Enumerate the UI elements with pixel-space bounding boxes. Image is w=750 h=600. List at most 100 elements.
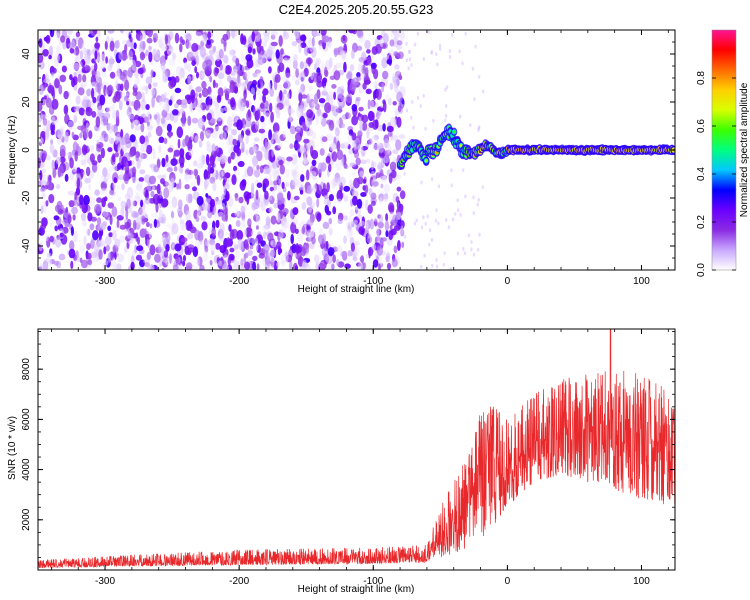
heatmap-cell	[119, 168, 123, 178]
heatmap-cell	[456, 208, 460, 213]
heatmap-cell	[81, 43, 85, 52]
heatmap-cell	[226, 178, 230, 184]
heatmap-cell	[354, 245, 360, 256]
heatmap-cell	[264, 148, 270, 161]
heatmap-cell	[356, 198, 363, 209]
heatmap-cell	[241, 102, 246, 109]
heatmap-cell	[373, 217, 379, 222]
heatmap-cell	[199, 264, 205, 270]
heatmap-cell	[97, 30, 101, 38]
heatmap-cell	[383, 138, 390, 149]
heatmap-cell	[243, 253, 247, 264]
heatmap-cell	[179, 219, 185, 225]
heatmap-cell	[174, 32, 180, 44]
heatmap-cell	[102, 220, 108, 227]
heatmap-cell	[410, 63, 413, 67]
heatmap-cell	[184, 245, 190, 255]
heatmap-cell	[167, 76, 172, 82]
heatmap-cell	[111, 257, 116, 269]
heatmap-cell	[245, 242, 250, 251]
heatmap-cell	[268, 66, 272, 74]
heatmap-cell	[94, 203, 101, 215]
heatmap-cell	[47, 85, 55, 94]
heatmap-cell	[112, 262, 117, 270]
heatmap-cell	[279, 164, 285, 175]
heatmap-cell	[316, 184, 323, 195]
heatmap-cell	[162, 72, 166, 82]
heatmap-cell	[328, 194, 334, 202]
heatmap-cell	[255, 240, 259, 252]
heatmap-cell	[289, 143, 294, 149]
heatmap-cell	[221, 198, 227, 208]
heatmap-cell	[277, 185, 281, 194]
heatmap-cell	[373, 134, 380, 141]
heatmap-cell	[262, 42, 267, 47]
heatmap-cells	[38, 30, 675, 270]
heatmap-cell	[168, 99, 173, 106]
heatmap-cell	[196, 163, 204, 169]
heatmap-cell	[430, 50, 433, 55]
heatmap-cell	[361, 216, 366, 227]
heatmap-cell	[218, 170, 224, 181]
heatmap-cell	[98, 231, 102, 242]
heatmap-cell	[445, 104, 448, 108]
heatmap-cell	[262, 224, 270, 232]
heatmap-cell	[445, 218, 448, 223]
heatmap-cell	[292, 178, 299, 187]
heatmap-cell	[105, 56, 108, 64]
heatmap-cell	[463, 251, 467, 256]
heatmap-cell	[390, 228, 397, 236]
heatmap-cell	[43, 95, 47, 100]
heatmap-cell	[228, 50, 234, 57]
heatmap-cell	[298, 91, 303, 103]
heatmap-cell	[209, 92, 213, 100]
heatmap-cell	[135, 77, 141, 85]
heatmap-cell	[63, 104, 69, 115]
heatmap-cell	[344, 263, 351, 270]
heatmap-cell	[85, 252, 92, 260]
heatmap-cell	[99, 94, 106, 106]
heatmap-cell	[247, 249, 253, 256]
heatmap-cell	[290, 233, 295, 245]
heatmap-cell	[92, 230, 99, 241]
heatmap-cell	[379, 214, 383, 224]
heatmap-cell	[387, 202, 395, 213]
heatmap-cell	[459, 212, 462, 217]
heatmap-cell	[450, 183, 453, 188]
snr-axes: -300 -200 -100 0 100 2000 4000 6000 8000	[21, 329, 675, 587]
heatmap-cell	[420, 180, 423, 185]
heatmap-cell	[476, 247, 480, 252]
heatmap-cell	[461, 61, 464, 66]
heatmap-cell	[427, 242, 431, 247]
heatmap-cell	[285, 168, 290, 178]
heatmap-cell	[352, 30, 357, 35]
heatmap-cell	[430, 177, 434, 182]
heatmap-cell	[241, 36, 247, 45]
heatmap-cell	[202, 60, 208, 71]
heatmap-cell	[380, 183, 384, 189]
heatmap-cell	[282, 208, 289, 215]
heatmap-cell	[246, 237, 254, 243]
heatmap-cell	[388, 49, 394, 56]
heatmap-cell	[298, 89, 304, 94]
heatmap-cell	[415, 218, 418, 223]
heatmap-cell	[218, 232, 224, 242]
heatmap-cell	[190, 131, 194, 141]
heatmap-cell	[175, 75, 180, 83]
heatmap-cell	[100, 188, 108, 194]
heatmap-cell	[356, 72, 361, 78]
heatmap-cell	[106, 172, 111, 180]
heatmap-cell	[182, 260, 186, 267]
heatmap-cell	[131, 166, 137, 177]
heatmap-cell	[371, 160, 374, 171]
heatmap-cell	[283, 221, 290, 229]
heatmap-cell	[264, 138, 268, 150]
heatmap-cell	[381, 52, 388, 58]
y-tick-label: 20	[21, 96, 32, 108]
heatmap-cell	[114, 163, 118, 174]
heatmap-cell	[216, 117, 223, 126]
heatmap-cell	[255, 189, 259, 200]
heatmap-cell	[295, 68, 299, 78]
heatmap-cell	[303, 138, 310, 144]
heatmap-cell	[62, 219, 69, 225]
